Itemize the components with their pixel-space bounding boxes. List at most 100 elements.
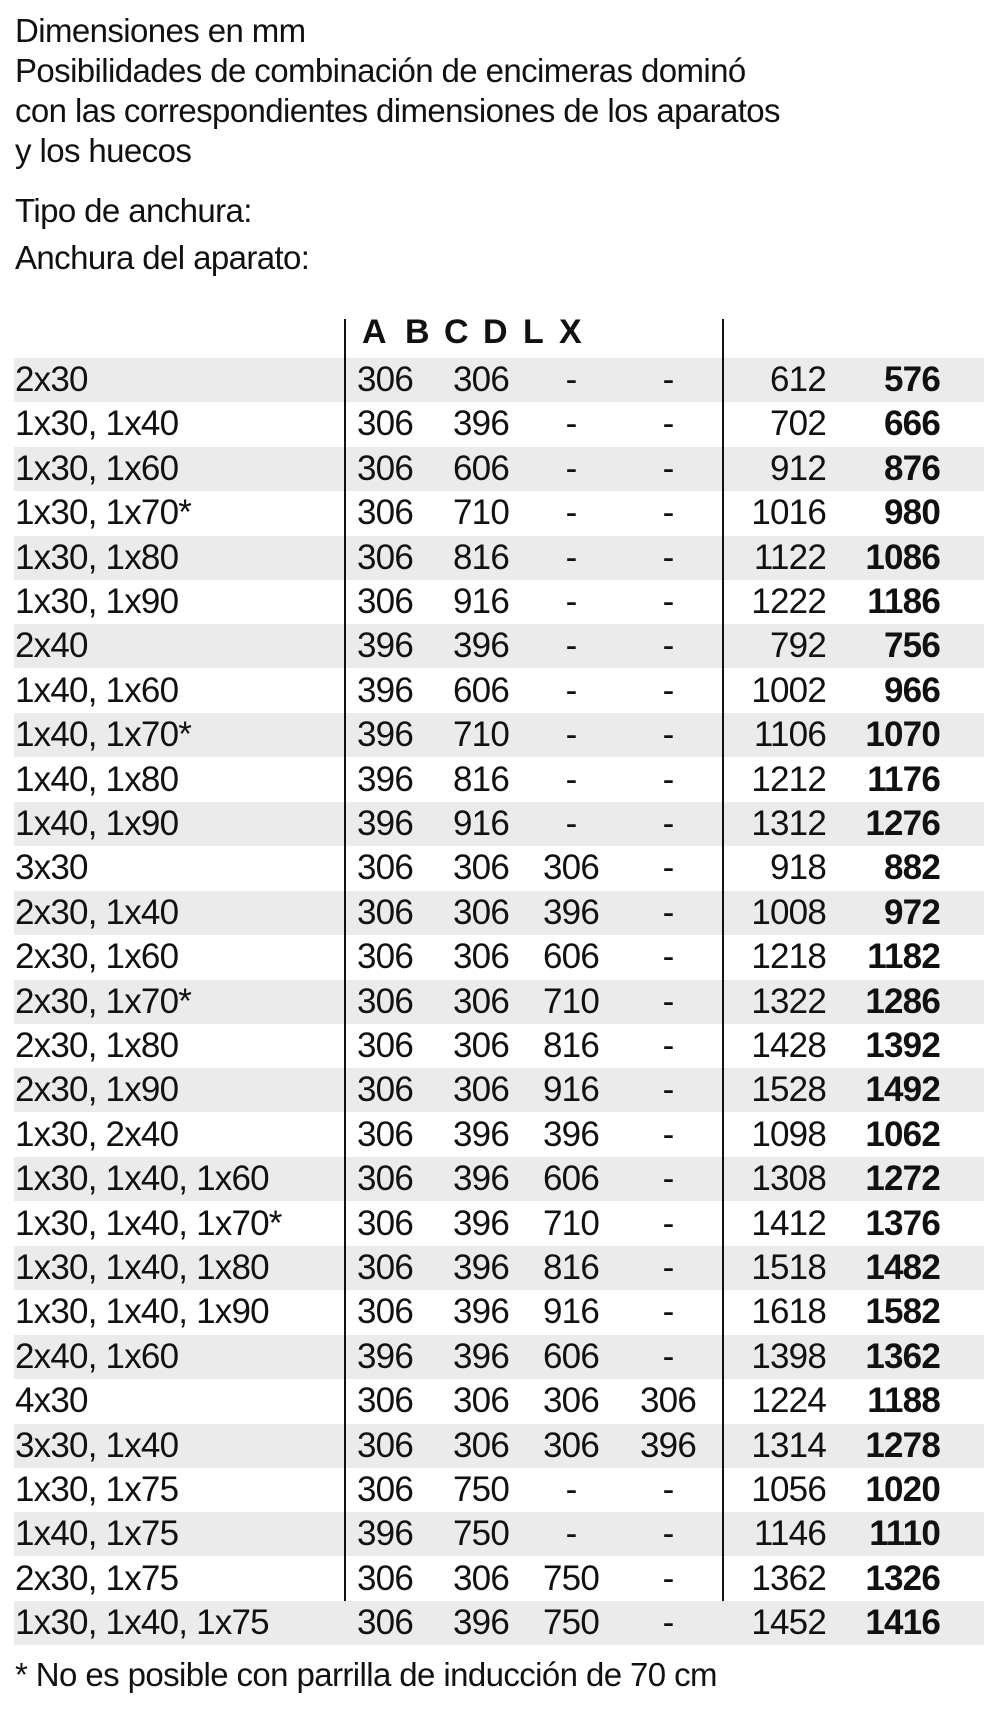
width-b-cell: 606 <box>453 670 510 710</box>
niche-width-cell: 1278 <box>865 1425 940 1465</box>
table-row: 1x40, 1x90 396 916 - - 1312 1276 <box>14 802 984 846</box>
width-d-cell: - <box>662 1248 675 1287</box>
width-type-cell: 1x30, 1x40, 1x70* <box>15 1203 282 1243</box>
niche-width-cell: 1582 <box>865 1292 940 1332</box>
width-a-cell: 306 <box>357 493 414 533</box>
table-row: 2x30, 1x90 306 306 916 - 1528 1492 <box>14 1068 984 1113</box>
width-b-cell: 916 <box>453 804 510 843</box>
table-row: 1x40, 1x70* 396 710 - - 1106 1070 <box>14 713 984 758</box>
width-b-cell: 816 <box>453 759 510 799</box>
table-row: 3x30 306 306 306 - 918 882 <box>14 846 984 890</box>
table-row: 1x40, 1x80 396 816 - - 1212 1176 <box>14 758 984 802</box>
niche-width-cell: 876 <box>884 448 941 488</box>
width-d-cell: 306 <box>640 1381 697 1421</box>
width-type-cell: 1x30, 1x40, 1x80 <box>15 1248 270 1287</box>
table-row: 1x30, 1x40 306 396 - - 702 666 <box>14 402 984 446</box>
width-c-cell: 606 <box>543 1336 600 1376</box>
width-b-cell: 306 <box>453 1425 510 1465</box>
table-row: 1x30, 2x40 306 396 396 - 1098 1062 <box>14 1113 984 1157</box>
width-b-cell: 396 <box>453 1292 510 1332</box>
width-b-cell: 306 <box>453 892 510 932</box>
table-row: 2x30, 1x70* 306 306 710 - 1322 1286 <box>14 979 984 1024</box>
width-d-cell: - <box>662 1470 675 1509</box>
table-row: 2x40 396 396 - - 792 756 <box>14 624 984 669</box>
width-type-cell: 1x40, 1x75 <box>15 1514 179 1554</box>
width-type-cell: 2x30, 1x40 <box>15 892 179 932</box>
table-row: 1x30, 1x40, 1x60 306 396 606 - 1308 1272 <box>14 1157 984 1202</box>
width-d-cell: - <box>662 1159 675 1199</box>
appliance-width-cell: 1312 <box>751 804 826 843</box>
niche-width-cell: 1070 <box>865 715 940 755</box>
width-d-cell: - <box>662 759 675 799</box>
width-a-cell: 306 <box>357 448 414 488</box>
column-divider <box>722 319 724 1601</box>
niche-width-cell: 1326 <box>865 1558 940 1598</box>
width-type-cell: 1x30, 1x75 <box>15 1470 179 1509</box>
width-c-cell: - <box>565 715 578 755</box>
table-row: 1x30, 1x40, 1x90 306 396 916 - 1618 1582 <box>14 1290 984 1334</box>
niche-width-cell: 1286 <box>865 981 940 1021</box>
width-d-cell: - <box>662 493 675 533</box>
width-d-cell: - <box>662 892 675 932</box>
niche-width-cell: 882 <box>884 848 941 888</box>
niche-width-cell: 1482 <box>865 1248 940 1287</box>
width-b-cell: 306 <box>453 1070 510 1110</box>
width-a-cell: 306 <box>357 582 414 621</box>
width-type-cell: 1x30, 1x40, 1x75 <box>15 1603 270 1643</box>
niche-width-cell: 666 <box>884 404 941 444</box>
niche-width-cell: 1176 <box>867 759 941 799</box>
appliance-width-cell: 1428 <box>751 1026 826 1065</box>
niche-width-cell: 1110 <box>869 1514 941 1554</box>
appliance-width-cell: 1222 <box>751 582 826 621</box>
width-b-cell: 306 <box>453 1026 510 1065</box>
width-a-cell: 306 <box>357 1159 414 1199</box>
appliance-width-cell: 1016 <box>751 493 826 533</box>
width-type-cell: 2x30, 1x75 <box>15 1558 179 1598</box>
width-type-cell: 1x30, 2x40 <box>15 1114 179 1154</box>
width-a-cell: 306 <box>357 1425 414 1465</box>
width-b-cell: 606 <box>453 448 510 488</box>
width-d-cell: - <box>662 1114 675 1154</box>
width-c-cell: 916 <box>543 1292 600 1332</box>
width-type-cell: 3x30, 1x40 <box>15 1425 179 1465</box>
width-c-cell: - <box>565 759 578 799</box>
heading-line: con las correspondientes dimensiones de … <box>15 92 781 129</box>
table-row: 1x30, 1x90 306 916 - - 1222 1186 <box>14 580 984 624</box>
width-c-cell: - <box>565 804 578 843</box>
width-c-cell: 606 <box>543 1159 600 1199</box>
width-a-cell: 396 <box>357 626 414 666</box>
width-type-cell: 1x30, 1x40, 1x60 <box>15 1159 270 1199</box>
width-d-cell: - <box>662 404 675 444</box>
appliance-width-cell: 612 <box>770 360 827 399</box>
width-type-cell: 3x30 <box>15 848 88 888</box>
table-row: 2x30, 1x75 306 306 750 - 1362 1326 <box>14 1557 984 1601</box>
width-d-cell: - <box>662 1070 675 1110</box>
width-c-cell: 816 <box>543 1026 600 1065</box>
width-a-cell: 306 <box>357 1248 414 1287</box>
width-c-cell: 306 <box>543 848 600 888</box>
width-b-cell: 306 <box>453 360 510 399</box>
width-type-cell: 1x30, 1x40 <box>15 404 179 444</box>
width-a-cell: 306 <box>357 1114 414 1154</box>
width-type-cell: 1x40, 1x70* <box>15 715 192 755</box>
width-b-cell: 396 <box>453 1603 510 1643</box>
appliance-width-cell: 1362 <box>751 1558 826 1598</box>
appliance-width-cell: 1314 <box>751 1425 826 1465</box>
width-d-cell: - <box>662 1336 675 1376</box>
appliance-width-cell: 1212 <box>751 759 826 799</box>
width-type-cell: 2x30, 1x90 <box>15 1070 179 1110</box>
width-c-cell: 816 <box>543 1248 600 1287</box>
width-d-cell: - <box>662 448 675 488</box>
table-row: 2x30, 1x80 306 306 816 - 1428 1392 <box>14 1024 984 1068</box>
width-d-cell: - <box>662 1203 675 1243</box>
width-a-cell: 396 <box>357 1514 414 1554</box>
width-d-cell: - <box>662 1514 675 1554</box>
table-row: 1x30, 1x60 306 606 - - 912 876 <box>14 446 984 491</box>
appliance-width-cell: 1002 <box>751 670 826 710</box>
width-type-cell: 2x30 <box>15 360 88 399</box>
width-b-cell: 396 <box>453 404 510 444</box>
table-row: 1x40, 1x75 396 750 - - 1146 1110 <box>14 1512 984 1557</box>
niche-width-cell: 1086 <box>865 537 940 577</box>
width-type-cell: 2x30, 1x60 <box>15 937 179 977</box>
width-c-cell: - <box>565 537 578 577</box>
